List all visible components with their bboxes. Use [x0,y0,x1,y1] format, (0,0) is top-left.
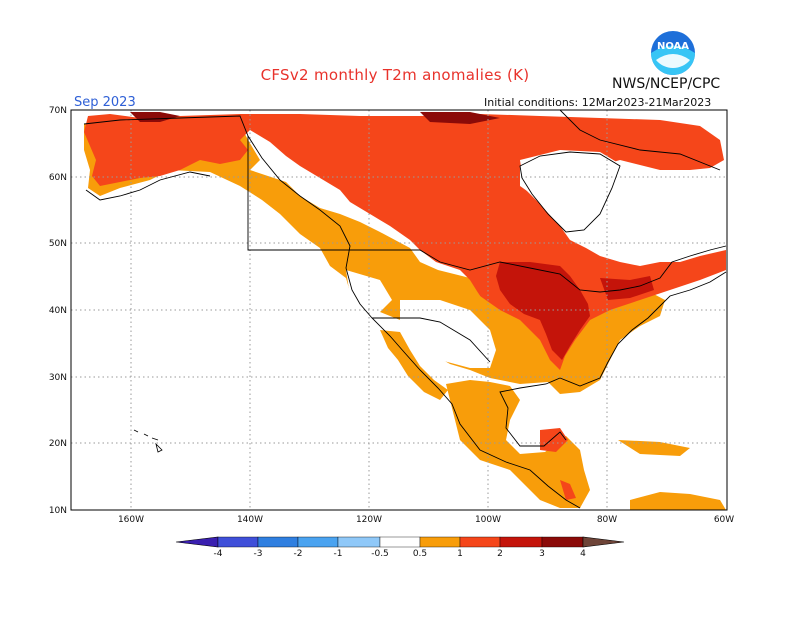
lon-label: 120W [356,515,382,525]
map-title: CFSv2 monthly T2m anomalies (K) [260,66,530,84]
coastlines [83,109,727,509]
orange-region-south-america [630,492,726,510]
color-legend [175,536,625,548]
anomaly-field [84,112,726,510]
orange-region-baja [380,330,448,400]
legend-swatch [499,536,543,548]
legend-arrow-low [175,536,219,548]
white-region-southwest [400,300,496,368]
legend-swatch [419,536,461,548]
legend-swatch [379,536,421,548]
hawaii-islands [133,429,163,453]
legend-arrow-high [582,536,625,548]
color-legend-labels: -4 -3 -2 -1 -0.5 0.5 1 2 3 4 [214,549,587,559]
legend-label: -3 [254,549,263,559]
logo-text: NOAA [657,41,689,52]
legend-swatch [337,536,381,548]
legend-label: 4 [580,549,586,559]
lon-label: 160W [118,515,144,525]
lat-label: 40N [49,306,67,316]
forecast-month: Sep 2023 [74,95,136,110]
legend-label: -2 [294,549,303,559]
lon-label: 60W [714,515,734,525]
lon-label: 100W [475,515,501,525]
darkred-region-northeast [600,276,654,300]
map-frame [70,109,728,511]
legend-swatch [257,536,299,548]
graticule [71,110,727,510]
lat-label: 70N [49,106,67,116]
lat-label: 20N [49,439,67,449]
orange-region-caribbean [618,440,690,456]
legend-swatch [217,536,259,548]
initial-conditions: Initial conditions: 12Mar2023-21Mar2023 [484,96,712,109]
legend-label: -1 [334,549,343,559]
organization-label: NWS/NCEP/CPC [612,76,721,92]
legend-swatch [297,536,339,548]
darkred-region-midwest [496,262,590,360]
lon-label: 140W [237,515,263,525]
legend-label: 2 [497,549,503,559]
maroon-region-arctic-east [420,112,500,124]
legend-label: -0.5 [371,549,389,559]
lat-label: 50N [49,239,67,249]
legend-swatch [541,536,584,548]
noaa-logo: NOAA [650,30,696,76]
legend-label: -4 [214,549,223,559]
longitude-labels: 160W 140W 120W 100W 80W 60W [118,515,734,525]
lat-label: 30N [49,373,67,383]
legend-label: 3 [539,549,545,559]
latitude-labels: 70N 60N 50N 40N 30N 20N 10N [49,106,67,516]
orange-region-mexico [446,380,590,508]
white-region-hudson [520,150,620,232]
lat-label: 60N [49,173,67,183]
lon-label: 80W [597,515,617,525]
lat-label: 10N [49,506,67,516]
red-region-panama [560,480,576,500]
legend-label: 1 [457,549,463,559]
legend-swatch [459,536,501,548]
legend-label: 0.5 [413,549,427,559]
